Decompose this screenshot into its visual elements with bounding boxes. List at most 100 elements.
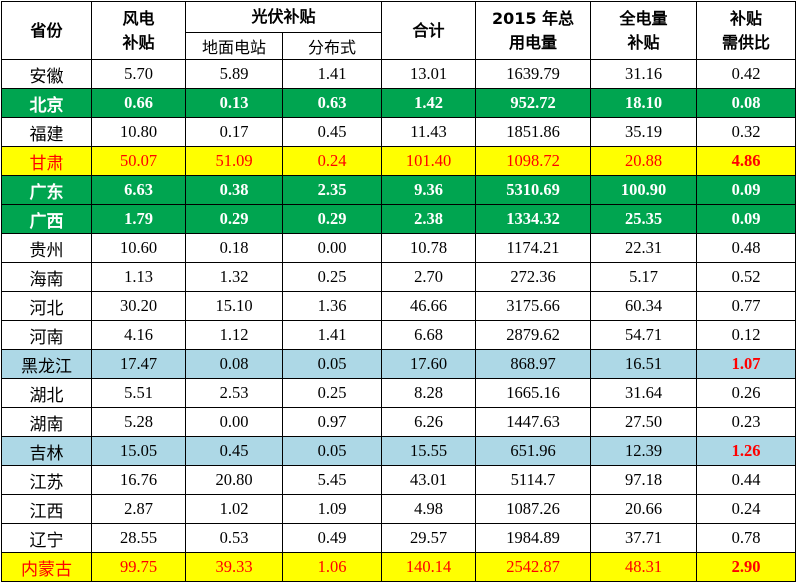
full-subsidy-cell: 16.51	[590, 349, 698, 379]
total-cell: 2.38	[381, 204, 477, 234]
consumption-cell: 1334.32	[475, 204, 592, 234]
header-total: 合计	[381, 1, 477, 60]
full-subsidy-cell: 20.88	[590, 146, 698, 176]
pv-ground-cell: 0.08	[185, 349, 283, 379]
pv-ground-cell: 1.32	[185, 262, 283, 292]
table-row: 海南 1.13 1.32 0.25 2.70 272.36 5.17 0.52	[1, 262, 796, 292]
ratio-cell: 0.32	[696, 117, 796, 147]
pv-ground-cell: 20.80	[185, 465, 283, 495]
ratio-cell: 0.08	[696, 88, 796, 118]
total-cell: 17.60	[381, 349, 477, 379]
wind-subsidy-cell: 5.51	[91, 378, 186, 408]
pv-distributed-cell: 0.24	[281, 146, 383, 176]
ratio-cell: 0.77	[696, 291, 796, 321]
pv-distributed-cell: 0.49	[281, 523, 383, 553]
pv-ground-cell: 39.33	[185, 552, 283, 582]
wind-subsidy-cell: 4.16	[91, 320, 186, 350]
header-province: 省份	[1, 1, 92, 60]
full-subsidy-cell: 12.39	[590, 436, 698, 466]
header-pv-ground: 地面电站	[185, 32, 283, 60]
pv-distributed-cell: 1.41	[281, 320, 383, 350]
ratio-cell: 0.42	[696, 59, 796, 89]
pv-distributed-cell: 0.29	[281, 204, 383, 234]
table-row: 河北 30.20 15.10 1.36 46.66 3175.66 60.34 0.77	[1, 291, 796, 321]
consumption-cell: 2542.87	[475, 552, 592, 582]
wind-subsidy-cell: 15.05	[91, 436, 186, 466]
wind-subsidy-cell: 5.28	[91, 407, 186, 437]
full-subsidy-cell: 35.19	[590, 117, 698, 147]
total-cell: 4.98	[381, 494, 477, 524]
ratio-cell: 0.26	[696, 378, 796, 408]
total-cell: 10.78	[381, 233, 477, 263]
ratio-cell: 0.24	[696, 494, 796, 524]
pv-distributed-cell: 0.00	[281, 233, 383, 263]
province-cell: 吉林	[1, 436, 92, 466]
pv-ground-cell: 15.10	[185, 291, 283, 321]
pv-distributed-cell: 1.06	[281, 552, 383, 582]
table-row: 湖南 5.28 0.00 0.97 6.26 1447.63 27.50 0.23	[1, 407, 796, 437]
ratio-cell: 0.44	[696, 465, 796, 495]
total-cell: 6.68	[381, 320, 477, 350]
pv-ground-cell: 1.12	[185, 320, 283, 350]
header-wind-subsidy: 风电 补贴	[91, 1, 186, 60]
full-subsidy-cell: 100.90	[590, 175, 698, 205]
table-row: 内蒙古 99.75 39.33 1.06 140.14 2542.87 48.31 2.90	[1, 552, 796, 582]
header-pv-subsidy: 光伏补贴	[184, 1, 383, 33]
pv-ground-cell: 51.09	[185, 146, 283, 176]
wind-subsidy-cell: 17.47	[91, 349, 186, 379]
full-subsidy-cell: 18.10	[590, 88, 698, 118]
full-subsidy-cell: 97.18	[590, 465, 698, 495]
header-ratio-line2: 需供比	[722, 32, 771, 52]
pv-ground-cell: 0.17	[185, 117, 283, 147]
consumption-cell: 2879.62	[475, 320, 592, 350]
province-cell: 广西	[1, 204, 92, 234]
pv-ground-cell: 0.53	[185, 523, 283, 553]
ratio-cell: 4.86	[696, 146, 796, 176]
total-cell: 43.01	[381, 465, 477, 495]
province-cell: 广东	[1, 175, 92, 205]
table-row: 吉林 15.05 0.45 0.05 15.55 651.96 12.39 1.26	[1, 436, 796, 466]
province-cell: 江苏	[1, 465, 92, 495]
wind-subsidy-cell: 10.80	[91, 117, 186, 147]
total-cell: 1.42	[381, 88, 477, 118]
header-wind-line2: 补贴	[122, 32, 155, 52]
header-ratio-line1: 补贴	[730, 8, 763, 28]
total-cell: 2.70	[381, 262, 477, 292]
province-cell: 辽宁	[1, 523, 92, 553]
consumption-cell: 1447.63	[475, 407, 592, 437]
pv-distributed-cell: 1.41	[281, 59, 383, 89]
ratio-cell: 0.78	[696, 523, 796, 553]
full-subsidy-cell: 27.50	[590, 407, 698, 437]
wind-subsidy-cell: 16.76	[91, 465, 186, 495]
full-subsidy-cell: 25.35	[590, 204, 698, 234]
consumption-cell: 272.36	[475, 262, 592, 292]
consumption-cell: 1665.16	[475, 378, 592, 408]
wind-subsidy-cell: 5.70	[91, 59, 186, 89]
consumption-cell: 1174.21	[475, 233, 592, 263]
total-cell: 15.55	[381, 436, 477, 466]
province-cell: 北京	[1, 88, 92, 118]
header-full-subsidy: 全电量 补贴	[590, 1, 698, 60]
full-subsidy-cell: 54.71	[590, 320, 698, 350]
pv-distributed-cell: 2.35	[281, 175, 383, 205]
province-cell: 内蒙古	[1, 552, 92, 582]
header-wind-line1: 风电	[122, 8, 155, 28]
full-subsidy-cell: 22.31	[590, 233, 698, 263]
table-row: 广西 1.79 0.29 0.29 2.38 1334.32 25.35 0.09	[1, 204, 796, 234]
ratio-cell: 0.09	[696, 204, 796, 234]
pv-ground-cell: 0.18	[185, 233, 283, 263]
province-cell: 河南	[1, 320, 92, 350]
full-subsidy-cell: 31.16	[590, 59, 698, 89]
pv-distributed-cell: 1.09	[281, 494, 383, 524]
pv-distributed-cell: 0.25	[281, 262, 383, 292]
full-subsidy-cell: 60.34	[590, 291, 698, 321]
full-subsidy-cell: 5.17	[590, 262, 698, 292]
total-cell: 11.43	[381, 117, 477, 147]
header-consumption-line1: 2015 年总	[491, 8, 575, 28]
full-subsidy-cell: 20.66	[590, 494, 698, 524]
consumption-cell: 5114.7	[475, 465, 592, 495]
wind-subsidy-cell: 99.75	[91, 552, 186, 582]
consumption-cell: 1098.72	[475, 146, 592, 176]
pv-distributed-cell: 0.63	[281, 88, 383, 118]
